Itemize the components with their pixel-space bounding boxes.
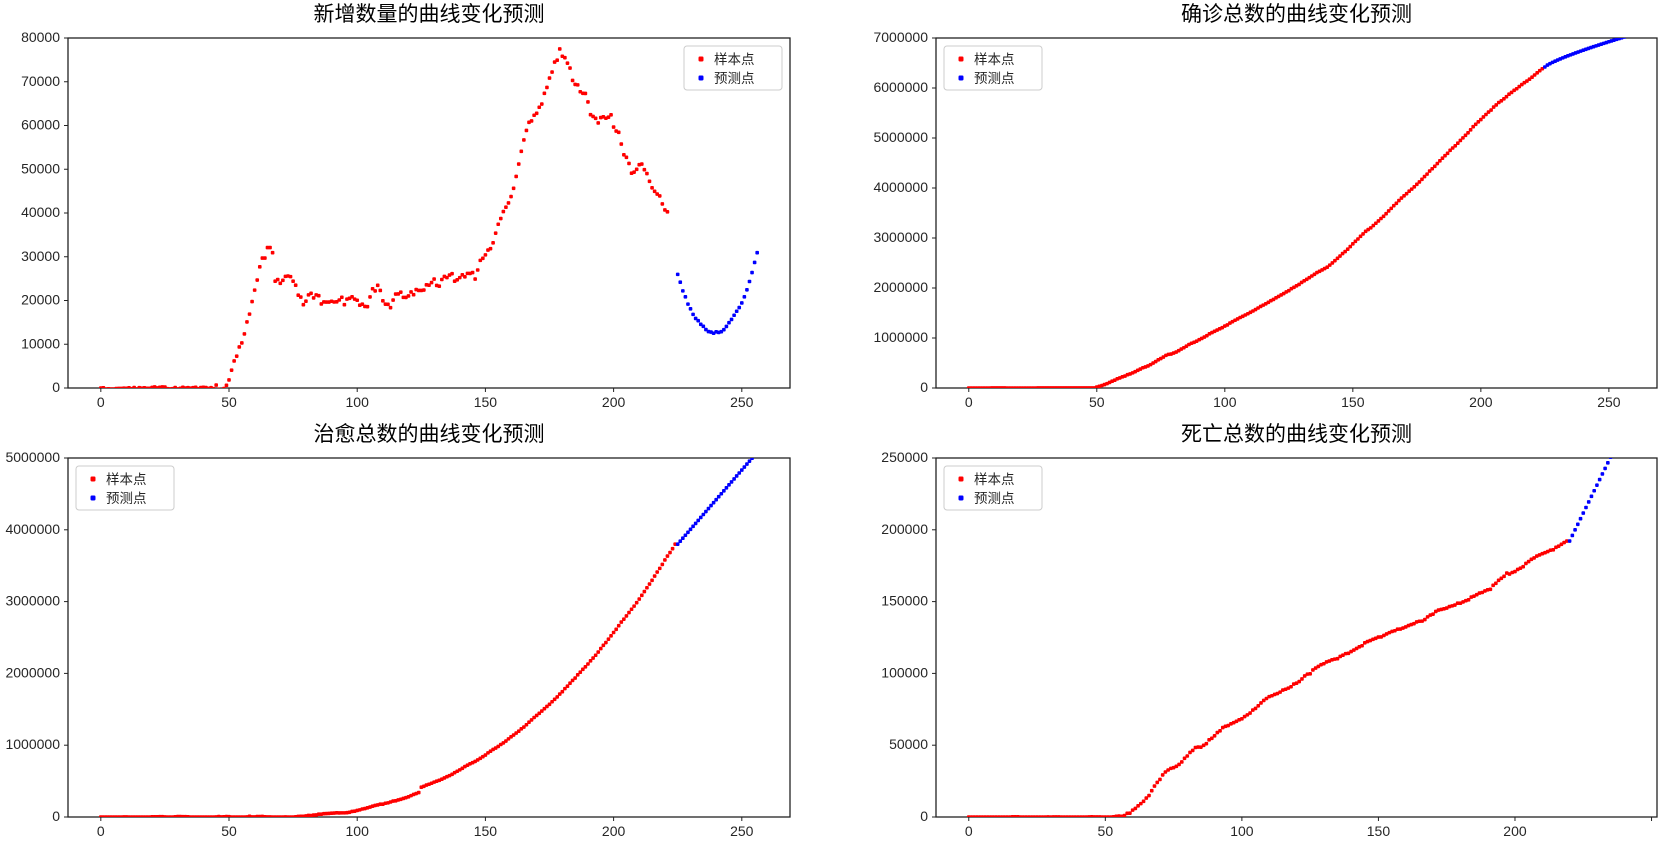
svg-text:2000000: 2000000	[873, 279, 928, 295]
svg-text:100000: 100000	[881, 664, 928, 680]
svg-text:150: 150	[1367, 823, 1391, 839]
svg-text:样本点: 样本点	[106, 472, 147, 487]
svg-text:50: 50	[1089, 394, 1105, 410]
svg-text:0: 0	[965, 394, 973, 410]
svg-text:150: 150	[1341, 394, 1365, 410]
svg-text:250: 250	[730, 394, 754, 410]
svg-text:100: 100	[1213, 394, 1237, 410]
svg-text:0: 0	[97, 394, 105, 410]
svg-text:100: 100	[346, 823, 370, 839]
svg-text:250: 250	[730, 823, 754, 839]
svg-text:80000: 80000	[21, 29, 60, 45]
svg-text:0: 0	[920, 808, 928, 824]
svg-text:样本点: 样本点	[974, 472, 1015, 487]
svg-text:200000: 200000	[881, 521, 928, 537]
svg-text:200: 200	[1469, 394, 1493, 410]
svg-text:4000000: 4000000	[5, 521, 60, 537]
svg-text:7000000: 7000000	[873, 29, 928, 45]
svg-text:0: 0	[52, 808, 60, 824]
svg-text:150: 150	[474, 394, 498, 410]
svg-text:20000: 20000	[21, 292, 60, 308]
svg-text:200: 200	[1503, 823, 1527, 839]
svg-text:0: 0	[920, 379, 928, 395]
svg-text:1000000: 1000000	[5, 736, 60, 752]
svg-text:治愈总数的曲线变化预测: 治愈总数的曲线变化预测	[314, 423, 545, 446]
svg-text:50: 50	[221, 394, 237, 410]
svg-text:60000: 60000	[21, 117, 60, 133]
svg-text:30000: 30000	[21, 248, 60, 264]
svg-text:1000000: 1000000	[873, 329, 928, 345]
svg-text:4000000: 4000000	[873, 179, 928, 195]
svg-text:3000000: 3000000	[873, 229, 928, 245]
svg-text:70000: 70000	[21, 73, 60, 89]
svg-text:0: 0	[97, 823, 105, 839]
svg-text:样本点: 样本点	[974, 52, 1015, 67]
svg-text:100: 100	[346, 394, 370, 410]
svg-text:200: 200	[602, 394, 626, 410]
svg-text:150000: 150000	[881, 593, 928, 609]
svg-text:0: 0	[965, 823, 973, 839]
svg-text:100: 100	[1230, 823, 1254, 839]
svg-text:死亡总数的曲线变化预测: 死亡总数的曲线变化预测	[1181, 423, 1412, 446]
svg-text:确诊总数的曲线变化预测: 确诊总数的曲线变化预测	[1181, 3, 1412, 26]
svg-text:150: 150	[474, 823, 498, 839]
svg-text:5000000: 5000000	[873, 129, 928, 145]
svg-text:200: 200	[602, 823, 626, 839]
svg-text:0: 0	[52, 379, 60, 395]
svg-text:50: 50	[1098, 823, 1114, 839]
svg-text:预测点: 预测点	[714, 71, 755, 86]
svg-text:10000: 10000	[21, 335, 60, 351]
svg-text:样本点: 样本点	[714, 52, 755, 67]
svg-text:预测点: 预测点	[974, 491, 1015, 506]
svg-text:预测点: 预测点	[974, 71, 1015, 86]
svg-text:6000000: 6000000	[873, 79, 928, 95]
svg-text:250: 250	[1597, 394, 1621, 410]
svg-text:40000: 40000	[21, 204, 60, 220]
svg-text:5000000: 5000000	[5, 449, 60, 465]
svg-text:3000000: 3000000	[5, 593, 60, 609]
svg-text:250000: 250000	[881, 449, 928, 465]
svg-text:预测点: 预测点	[106, 491, 147, 506]
svg-text:50: 50	[221, 823, 237, 839]
svg-text:2000000: 2000000	[5, 664, 60, 680]
svg-text:新增数量的曲线变化预测: 新增数量的曲线变化预测	[314, 3, 545, 26]
svg-text:50000: 50000	[889, 736, 928, 752]
svg-text:50000: 50000	[21, 160, 60, 176]
